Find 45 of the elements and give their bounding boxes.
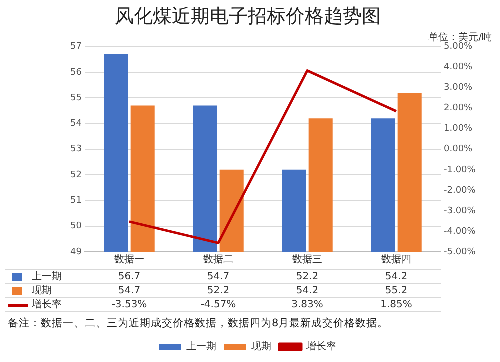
data-label: 55.2 [385, 286, 408, 297]
data-label: 52.2 [207, 286, 230, 297]
y2-tick-label: 5.00% [444, 42, 474, 52]
data-label: 52.2 [296, 272, 319, 283]
chart-title: 风化煤近期电子招标价格趋势图 [115, 5, 381, 28]
y-tick-label: 57 [70, 42, 82, 52]
data-label: -4.57% [200, 300, 236, 311]
legend-label: 增长率 [31, 298, 62, 311]
text: 备注：数据一、二、三为近期成交价格数据，数据四为8月最新成交价格数据。 [8, 316, 389, 330]
y-tick-label: 51 [70, 196, 82, 206]
data-label: 54.7 [118, 286, 141, 297]
x-tick-label: 数据四 [382, 254, 412, 266]
y2-tick-label: 0.00% [444, 144, 474, 155]
data-label: 54.2 [385, 272, 408, 283]
legend-label: 现期 [252, 340, 272, 353]
data-label: -3.53% [112, 300, 148, 311]
text: 现期 [32, 286, 52, 297]
data-label: 56.7 [118, 272, 141, 283]
y-tick-label: 53 [70, 144, 82, 155]
y2-tick-label: 1.00% [444, 124, 474, 134]
text: 增长率 [306, 342, 336, 353]
y2-tick-label: -3.00% [444, 206, 476, 216]
y2-tick-label: -4.00% [444, 226, 476, 237]
data-label: 3.83% [292, 300, 324, 311]
y-tick-label: 54 [70, 119, 82, 130]
y-tick-label: 52 [70, 170, 82, 180]
y-tick-label: 49 [70, 247, 82, 258]
y2-tick-label: 2.00% [444, 104, 474, 114]
y-tick-label: 56 [70, 68, 82, 78]
y2-tick-label: -5.00% [444, 247, 476, 258]
data-label: 54.7 [207, 272, 230, 283]
y2-tick-label: 3.00% [444, 83, 474, 94]
y2-tick-label: 4.00% [444, 62, 474, 73]
y2-tick-label: -2.00% [444, 186, 476, 196]
data-label: 1.85% [380, 300, 412, 311]
x-tick-label: 数据二 [204, 254, 234, 266]
y-tick-label: 55 [70, 93, 82, 104]
x-tick-label: 数据三 [292, 254, 322, 266]
legend-label: 上一期 [186, 340, 216, 353]
data-label: 54.2 [296, 286, 319, 297]
text: 上一期 [32, 272, 62, 283]
y-tick-label: 50 [70, 222, 82, 232]
y2-tick-label: -1.00% [444, 165, 476, 176]
text: 单位：美元/吨 [428, 31, 492, 44]
x-tick-label: 数据一 [114, 254, 144, 266]
